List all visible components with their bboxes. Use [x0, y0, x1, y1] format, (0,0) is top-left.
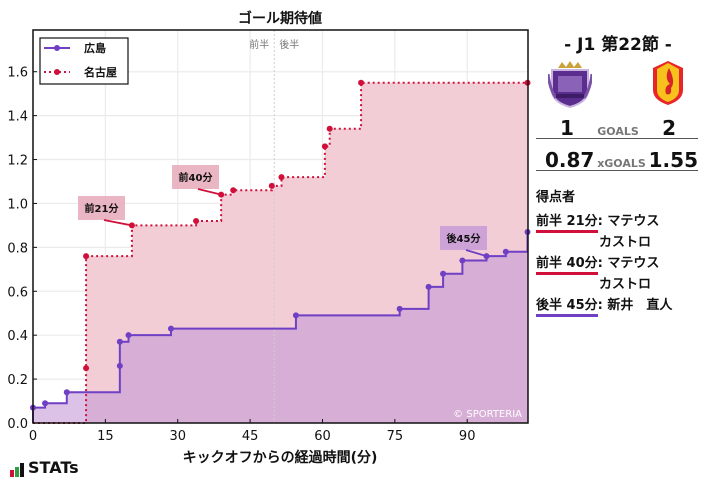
- svg-text:30: 30: [169, 429, 186, 444]
- svg-text:0.6: 0.6: [7, 285, 28, 300]
- svg-text:0: 0: [29, 429, 37, 444]
- svg-text:© SPORTERIA: © SPORTERIA: [453, 409, 522, 420]
- svg-text:60: 60: [314, 429, 331, 444]
- svg-text:75: 75: [387, 429, 404, 444]
- scorer-name-line2: カストロ: [599, 235, 652, 250]
- svg-text:後45分: 後45分: [447, 232, 481, 245]
- svg-text:1.0: 1.0: [7, 197, 28, 212]
- svg-text:前40分: 前40分: [179, 171, 213, 184]
- home-crest-icon: [548, 61, 592, 108]
- bar-logo-icon: [10, 463, 24, 477]
- svg-text:90: 90: [459, 429, 476, 444]
- svg-text:1.2: 1.2: [7, 154, 28, 169]
- scorer-name-line2: カストロ: [599, 277, 652, 292]
- scorer-time: 後半 45分: [536, 294, 598, 317]
- svg-text:0.8: 0.8: [7, 241, 28, 256]
- scorer-name: 新井 直人: [607, 298, 673, 313]
- svg-text:0.2: 0.2: [7, 373, 28, 388]
- svg-text:後半: 後半: [279, 38, 299, 51]
- away-xg: 1.55: [648, 148, 698, 172]
- svg-text:前21分: 前21分: [85, 202, 119, 215]
- scorer-time: 前半 40分: [536, 252, 598, 275]
- logo-text: STATs: [28, 458, 79, 477]
- scorer-name: マテウス: [607, 214, 660, 229]
- scorer-item: 前半 21分: マテウス カストロ: [536, 210, 660, 250]
- svg-text:1.4: 1.4: [7, 110, 28, 125]
- scorer-name: マテウス: [607, 256, 660, 271]
- divider: [536, 170, 698, 171]
- scorer-time: 前半 21分: [536, 210, 598, 233]
- match-title: - J1 第22節 -: [564, 35, 672, 55]
- svg-text:名古屋: 名古屋: [84, 65, 117, 79]
- x-axis-label: キックオフからの経過時間(分): [183, 449, 378, 466]
- svg-text:45: 45: [242, 429, 259, 444]
- divider: [536, 138, 698, 139]
- svg-text:0.0: 0.0: [7, 417, 28, 432]
- scorer-item: 前半 40分: マテウス カストロ: [536, 252, 660, 292]
- xgoals-row: 0.87 xGOALS 1.55: [536, 148, 698, 172]
- away-goals: 2: [662, 116, 676, 140]
- home-goals: 1: [560, 116, 574, 140]
- svg-text:15: 15: [97, 429, 114, 444]
- home-xg: 0.87: [545, 148, 595, 172]
- svg-text:広島: 広島: [84, 41, 106, 55]
- svg-text:0.4: 0.4: [7, 329, 28, 344]
- stats-logo: STATs: [10, 458, 79, 477]
- away-crest-icon: [653, 61, 683, 105]
- goals-label: GOALS: [597, 125, 639, 138]
- goals-row: 1 GOALS 2: [536, 116, 698, 140]
- scorer-item: 後半 45分: 新井 直人: [536, 294, 672, 317]
- scorers-title: 得点者: [536, 190, 576, 205]
- svg-text:1.6: 1.6: [7, 66, 28, 81]
- chart-title: ゴール期待値: [238, 10, 322, 27]
- svg-text:前半: 前半: [249, 38, 269, 51]
- xgoals-label: xGOALS: [597, 157, 646, 170]
